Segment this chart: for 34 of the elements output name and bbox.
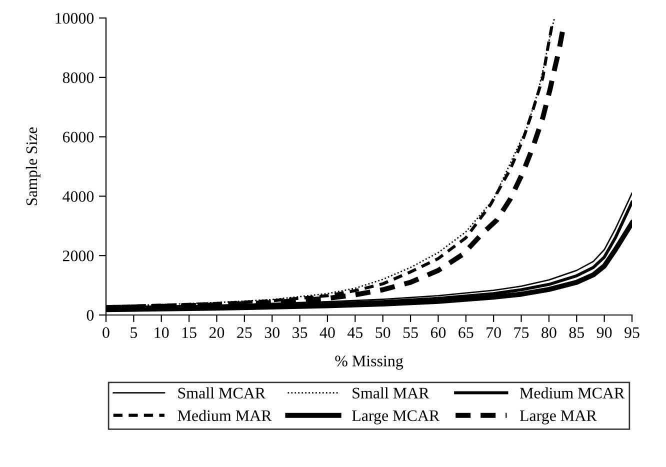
x-tick-label: 80 [542, 327, 556, 338]
legend-label: Small MAR [352, 387, 430, 399]
x-tick-label: 95 [624, 327, 640, 338]
legend-label: Large MCAR [352, 410, 440, 424]
legend-label: Medium MCAR [520, 387, 625, 399]
x-tick-label: 90 [596, 327, 612, 338]
y-tick-label: 10000 [56, 12, 94, 24]
x-tick-label: 75 [514, 327, 529, 338]
x-tick-label: 85 [569, 327, 584, 338]
x-tick-label: 5 [130, 327, 138, 338]
x-tick-label: 50 [376, 327, 390, 338]
y-tick-label: 0 [86, 310, 94, 321]
x-tick-label: 0 [102, 327, 110, 338]
x-tick-label: 65 [458, 327, 474, 338]
x-tick-label: 45 [347, 327, 363, 338]
x-tick-label: 70 [486, 327, 501, 338]
x-axis-title: % Missing [335, 356, 404, 370]
x-tick-label: 30 [264, 327, 280, 338]
x-tick-label: 55 [403, 327, 418, 338]
x-tick-label: 60 [430, 327, 446, 338]
y-tick-label: 2000 [62, 250, 94, 262]
y-tick-label: 8000 [62, 72, 94, 84]
y-tick-label: 6000 [62, 132, 94, 142]
x-tick-label: 25 [237, 327, 252, 338]
x-tick-label: 40 [320, 327, 335, 338]
x-tick-label: 35 [292, 327, 308, 338]
legend-label: Medium MAR [178, 410, 272, 422]
legend-label: Large MAR [520, 410, 597, 424]
legend-label: Small MCAR [178, 387, 266, 399]
y-axis-title: Sample Size [26, 127, 40, 206]
x-tick-label: 10 [154, 327, 169, 338]
x-tick-label: 20 [209, 327, 224, 338]
y-tick-label: 4000 [62, 191, 94, 202]
x-tick-label: 15 [182, 327, 196, 338]
